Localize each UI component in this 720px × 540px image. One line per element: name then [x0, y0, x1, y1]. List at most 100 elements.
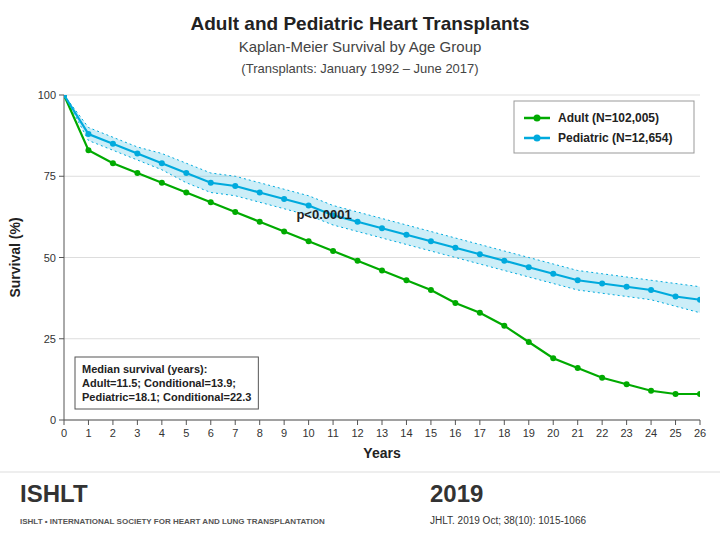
point [306, 238, 312, 244]
point [526, 264, 532, 270]
footer-banner: ISHLT • INTERNATIONAL SOCIETY FOR HEART … [20, 517, 325, 526]
legend-label: Adult (N=102,005) [558, 111, 659, 125]
point [208, 199, 214, 205]
point [624, 381, 630, 387]
x-tick [602, 420, 603, 425]
x-tick-label: 24 [645, 427, 657, 439]
x-tick [112, 420, 113, 425]
point [355, 219, 361, 225]
x-tick [626, 420, 627, 425]
x-tick-label: 2 [110, 427, 116, 439]
y-tick-label: 25 [44, 333, 56, 345]
point [208, 180, 214, 186]
series-line [64, 95, 700, 300]
point [648, 388, 654, 394]
chart: Adult and Pediatric Heart Transplants Kap… [0, 0, 720, 540]
x-tick [651, 420, 652, 425]
y-tick [59, 420, 64, 421]
point [526, 339, 532, 345]
point [428, 287, 434, 293]
x-tick [137, 420, 138, 425]
x-tick [357, 420, 358, 425]
point [428, 238, 434, 244]
legend: Adult (N=102,005) Pediatric (N=12,654) [514, 101, 694, 153]
point [697, 391, 700, 397]
point [477, 310, 483, 316]
x-tick-label: 20 [547, 427, 559, 439]
x-tick-label: 7 [232, 427, 238, 439]
x-tick-label: 8 [257, 427, 263, 439]
median-box-frame [75, 357, 258, 409]
ci-band [64, 95, 700, 313]
annotation-line: Pediatric=18.1; Conditional=22.3 [82, 391, 251, 403]
legend-marker [534, 135, 541, 142]
grid-line [64, 257, 700, 258]
x-tick [577, 420, 578, 425]
x-axis [64, 420, 700, 421]
legend-marker [534, 115, 541, 122]
point [85, 147, 91, 153]
annotation-line: Adult=11.5; Conditional=13.9; [82, 377, 236, 389]
annotation: p<0.0001 [296, 207, 351, 222]
point [403, 232, 409, 238]
footer-citation: JHLT. 2019 Oct; 38(10): 1015-1066 [430, 515, 586, 526]
point [477, 251, 483, 257]
point [257, 190, 263, 196]
plot-area [64, 95, 700, 397]
point [134, 170, 140, 176]
point [159, 180, 165, 186]
point [232, 209, 238, 215]
x-tick-label: 18 [498, 427, 510, 439]
grid-line [64, 176, 700, 177]
x-tick-label: 15 [425, 427, 437, 439]
y-tick [59, 95, 64, 96]
x-tick [88, 420, 89, 425]
x-tick-label: 22 [596, 427, 608, 439]
point [379, 268, 385, 274]
annotation-line: Median survival (years): [82, 363, 207, 375]
x-tick-label: 11 [327, 427, 338, 439]
x-tick-label: 5 [183, 427, 189, 439]
x-tick-label: 4 [159, 427, 165, 439]
x-tick-label: 9 [281, 427, 287, 439]
series-line [64, 95, 700, 394]
x-tick [308, 420, 309, 425]
point [110, 160, 116, 166]
x-tick [675, 420, 676, 425]
x-tick-label: 23 [620, 427, 632, 439]
point [550, 355, 556, 361]
y-tick [59, 176, 64, 177]
point [183, 170, 189, 176]
point [501, 323, 507, 329]
point [257, 219, 263, 225]
point [110, 141, 116, 147]
subtitle: Kaplan-Meier Survival by Age Group [239, 38, 482, 55]
y-tick-label: 75 [44, 170, 56, 182]
legend-label: Pediatric (N=12,654) [558, 131, 672, 145]
point [330, 248, 336, 254]
title: Adult and Pediatric Heart Transplants [191, 13, 530, 34]
grid-line [64, 420, 700, 421]
point [575, 365, 581, 371]
x-tick [186, 420, 187, 425]
x-tick [235, 420, 236, 425]
footer-logo: ISHLT [20, 480, 88, 507]
x-tick-label: 1 [85, 427, 91, 439]
x-tick [504, 420, 505, 425]
x-tick [406, 420, 407, 425]
y-tick [59, 257, 64, 258]
point [403, 277, 409, 283]
point [183, 190, 189, 196]
ci-line [64, 95, 700, 287]
y-axis [64, 95, 65, 420]
x-tick-label: 3 [134, 427, 140, 439]
x-tick [528, 420, 529, 425]
x-tick [455, 420, 456, 425]
x-tick-label: 6 [208, 427, 214, 439]
footer-rule [0, 472, 720, 473]
x-tick [64, 420, 65, 425]
grid-line [64, 338, 700, 339]
point [355, 258, 361, 264]
point [281, 229, 287, 235]
legend-frame [514, 101, 694, 153]
